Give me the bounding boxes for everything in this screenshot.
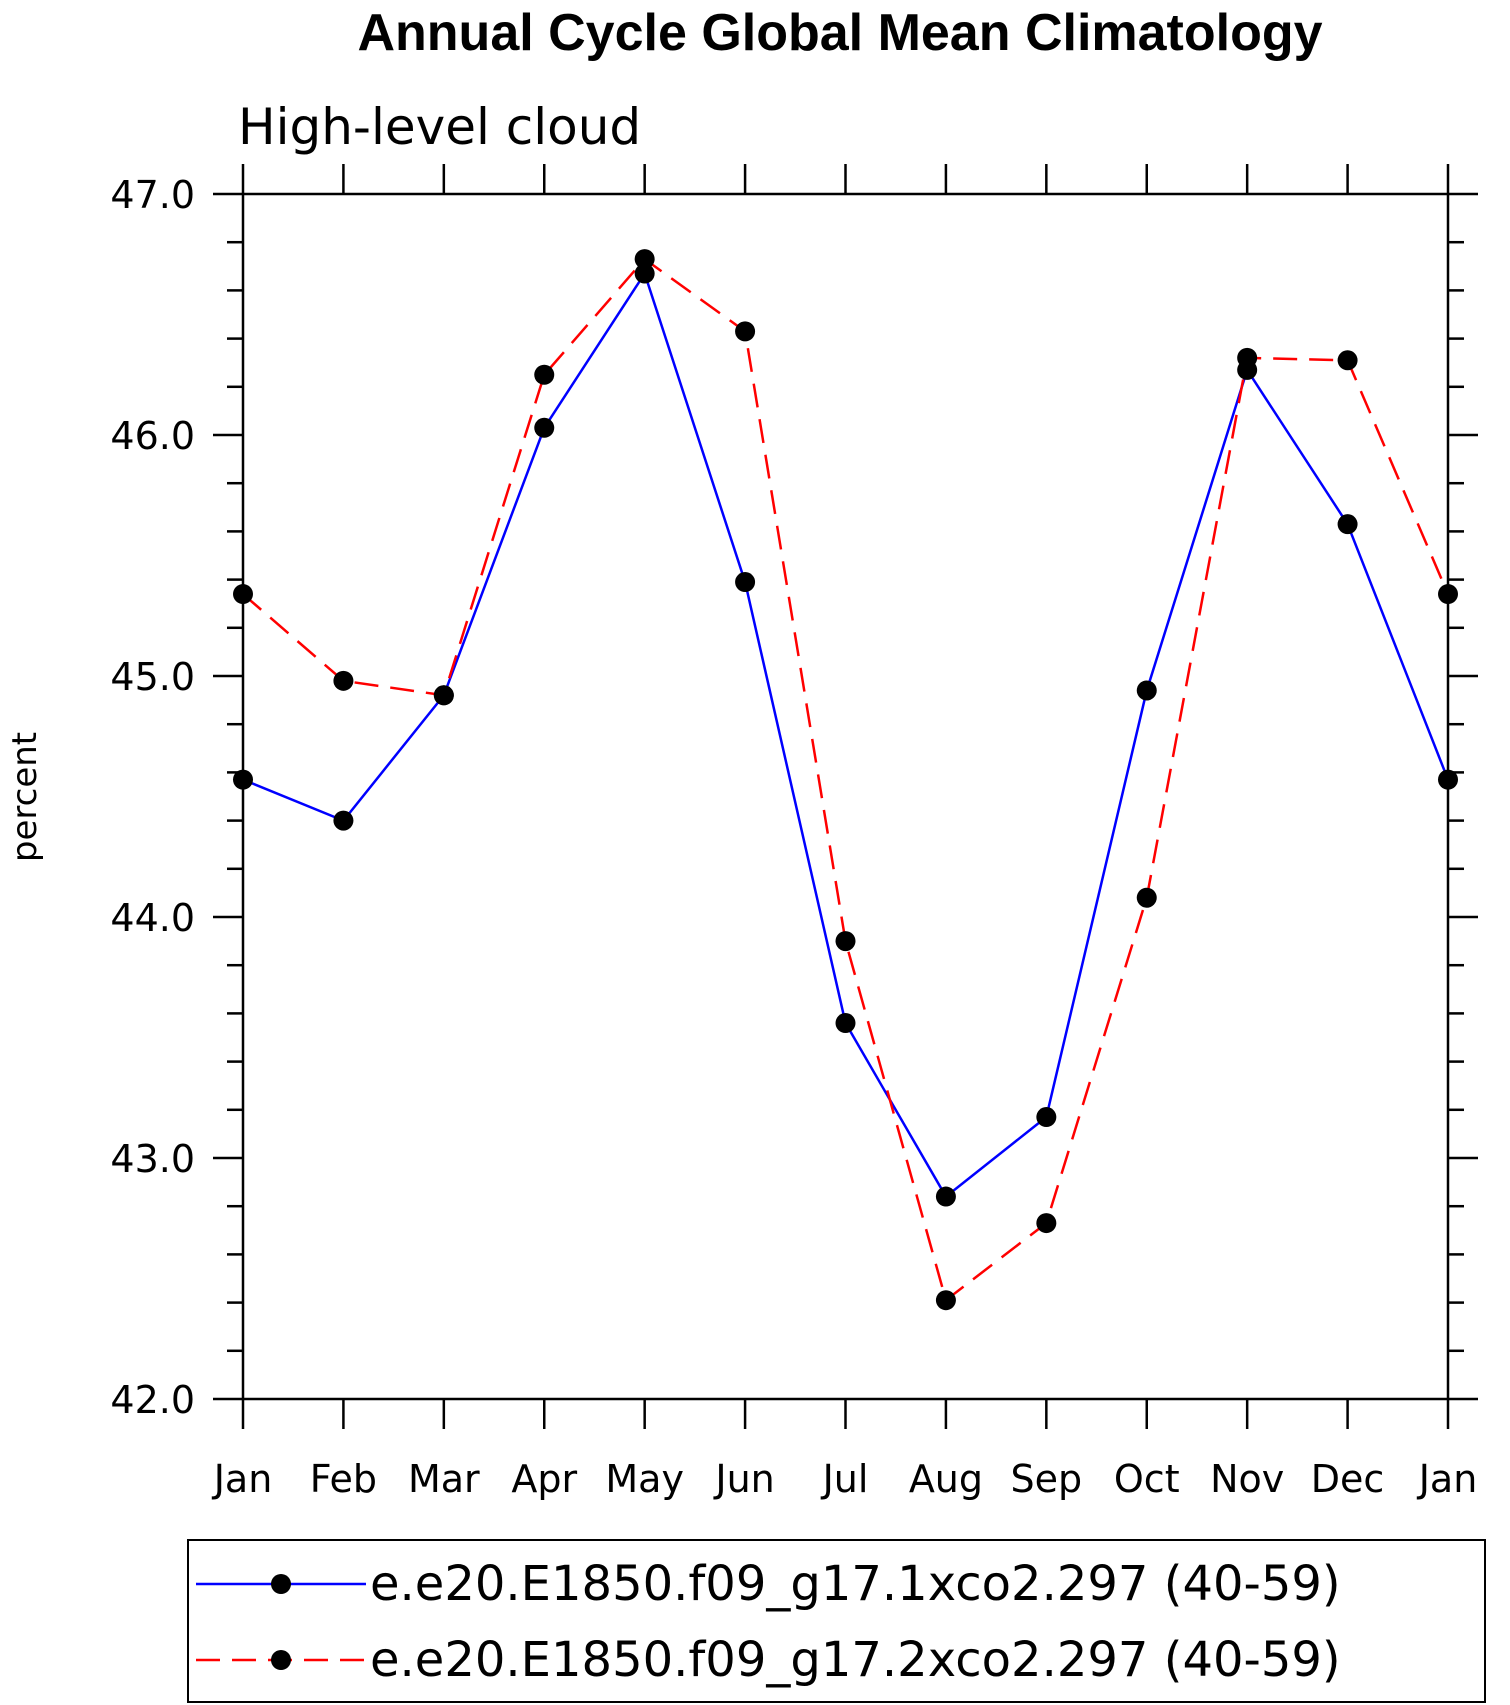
x-tick-label: Dec [1311, 1457, 1385, 1501]
y-tick-label: 42.0 [110, 1378, 195, 1422]
x-tick-label: Jan [212, 1457, 273, 1501]
x-tick-label: Nov [1210, 1457, 1284, 1501]
series-1-point [935, 1186, 956, 1207]
x-tick-label: Oct [1114, 1457, 1180, 1501]
series-1-point [835, 1013, 856, 1034]
series-line-2 [242, 257, 1450, 1303]
y-tick-labels: 42.0 43.0 44.0 45.0 46.0 47.0 [110, 173, 195, 1422]
x-tick-label: Aug [909, 1457, 983, 1501]
y-axis-label: percent [5, 732, 45, 862]
chart-title: Annual Cycle Global Mean Climatology [357, 4, 1322, 62]
series-lines [242, 257, 1450, 1303]
series-2-point [1036, 1213, 1057, 1234]
series-2-point [835, 931, 856, 952]
series-2-point [433, 685, 454, 706]
series-line-1 [242, 270, 1450, 1199]
series-2-point [1237, 347, 1258, 368]
series-1-point [1438, 769, 1458, 790]
series-2-point [634, 249, 655, 270]
x-tick-labels: Jan Feb Mar Apr May Jun Jul Aug Sep Oct Nov Dec Jan [212, 1457, 1478, 1501]
x-tick-label: Jun [713, 1457, 774, 1501]
legend-label-1: e.e20.E1850.f09_g17.1xco2.297 (40-59) [370, 1556, 1341, 1612]
series-1-point [534, 417, 555, 438]
plot-frame [241, 192, 1450, 1401]
x-tick-label: Mar [408, 1457, 480, 1501]
series-1-point [1136, 680, 1157, 701]
x-tick-label: Feb [310, 1457, 377, 1501]
series-2-point [534, 364, 555, 385]
legend-marker-2 [271, 1650, 291, 1670]
x-tick-label: May [605, 1457, 684, 1501]
series-points [233, 249, 1458, 1311]
x-tick-label: Apr [511, 1457, 577, 1501]
y-tick-label: 43.0 [110, 1137, 195, 1181]
series-1-point [1036, 1107, 1057, 1128]
series-1-point [634, 263, 655, 284]
series-2-point [1136, 887, 1157, 908]
legend-marker-1 [271, 1574, 291, 1594]
chart-subtitle: High-level cloud [238, 98, 641, 156]
x-tick-label: Jul [821, 1457, 869, 1501]
series-2-point [1438, 584, 1458, 605]
series-2-point [333, 670, 354, 691]
y-tick-label: 45.0 [110, 655, 195, 699]
series-2-point [233, 584, 253, 605]
series-2-point [735, 321, 756, 342]
y-tick-label: 44.0 [110, 896, 195, 940]
series-1-point [735, 572, 756, 593]
x-tick-label: Jan [1417, 1457, 1478, 1501]
x-tick-label: Sep [1011, 1457, 1083, 1501]
series-1-point [233, 769, 253, 790]
series-1-point [1337, 514, 1358, 535]
series-2-point [1337, 350, 1358, 371]
legend-label-2: e.e20.E1850.f09_g17.2xco2.297 (40-59) [370, 1632, 1341, 1688]
series-1-point [333, 810, 354, 831]
y-tick-label: 47.0 [110, 173, 195, 217]
y-tick-label: 46.0 [110, 414, 195, 458]
axis-ticks [213, 164, 1478, 1429]
legend: e.e20.E1850.f09_g17.1xco2.297 (40-59) e.… [187, 1539, 1486, 1703]
series-2-point [935, 1290, 956, 1311]
legend-box [187, 1539, 1486, 1703]
